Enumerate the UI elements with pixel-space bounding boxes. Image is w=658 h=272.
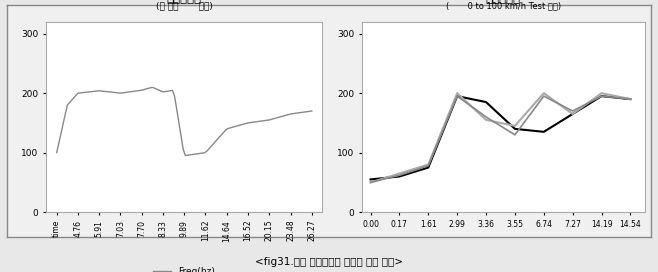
- Line: 2nd-P: 2nd-P: [370, 93, 630, 183]
- Text: <fig31.기본 엔진구동음 주파수 발현 추이>: <fig31.기본 엔진구동음 주파수 발현 추이>: [255, 256, 403, 267]
- 2nd-P: [626, 97, 634, 101]
- FancyBboxPatch shape: [168, 3, 217, 16]
- 1st-D: [540, 130, 547, 134]
- 3rd-W: [540, 94, 547, 98]
- 2nd-P: [367, 181, 374, 184]
- 3rd-W: [453, 94, 461, 98]
- Line: 1st-D: 1st-D: [370, 96, 630, 180]
- 1st-D: [424, 166, 432, 169]
- 1st-D: [597, 94, 605, 98]
- 2nd-P: [453, 91, 461, 95]
- 3rd-W: [395, 174, 403, 177]
- 2nd-P: [424, 163, 432, 166]
- 3rd-W: [626, 97, 634, 101]
- 2nd-P: [511, 124, 519, 128]
- 3rd-W: [597, 94, 605, 98]
- 1st-D: [511, 127, 519, 131]
- 1st-D: [569, 112, 576, 116]
- 1st-D: [367, 178, 374, 181]
- Legend: Freq(hz): Freq(hz): [149, 264, 219, 272]
- Legend: 1st-D, 2nd-P, 3rd-W: 1st-D, 2nd-P, 3rd-W: [415, 271, 592, 272]
- 1st-D: [482, 100, 490, 104]
- 2nd-P: [395, 172, 403, 175]
- 3rd-W: [424, 164, 432, 167]
- 3rd-W: [511, 133, 519, 137]
- Line: 3rd-W: 3rd-W: [370, 96, 630, 183]
- 2nd-P: [482, 118, 490, 122]
- 1st-D: [453, 94, 461, 98]
- 2nd-P: [569, 112, 576, 116]
- 1st-D: [626, 97, 634, 101]
- Text: (       0 to 100 km/h Test 자량): ( 0 to 100 km/h Test 자량): [446, 1, 561, 10]
- Title: 비교대상물: 비교대상물: [486, 0, 521, 5]
- FancyBboxPatch shape: [388, 3, 449, 16]
- Title: 감정목적물: 감정목적물: [166, 0, 202, 5]
- 1st-D: [395, 175, 403, 178]
- 3rd-W: [367, 181, 374, 184]
- 2nd-P: [540, 91, 547, 95]
- 3rd-W: [482, 115, 490, 119]
- Text: (이 사건       자량): (이 사건 자량): [156, 1, 213, 10]
- 3rd-W: [569, 109, 576, 113]
- 2nd-P: [597, 91, 605, 95]
